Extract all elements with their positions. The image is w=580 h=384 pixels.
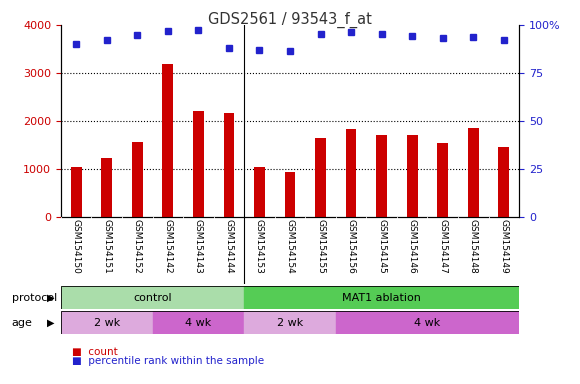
Text: 2 wk: 2 wk xyxy=(93,318,120,328)
Bar xyxy=(244,286,519,309)
Bar xyxy=(336,311,519,334)
Text: protocol: protocol xyxy=(12,293,57,303)
Text: GDS2561 / 93543_f_at: GDS2561 / 93543_f_at xyxy=(208,12,372,28)
Bar xyxy=(102,158,112,217)
Bar xyxy=(346,129,357,217)
Text: ▶: ▶ xyxy=(47,318,54,328)
Text: GSM154152: GSM154152 xyxy=(133,219,142,274)
Text: ▶: ▶ xyxy=(47,293,54,303)
Text: age: age xyxy=(12,318,32,328)
Text: GSM154142: GSM154142 xyxy=(164,219,172,274)
Text: GSM154143: GSM154143 xyxy=(194,219,203,274)
Bar xyxy=(132,142,143,217)
Bar xyxy=(244,311,336,334)
Text: GSM154153: GSM154153 xyxy=(255,219,264,274)
Text: GSM154148: GSM154148 xyxy=(469,219,478,274)
Bar xyxy=(71,167,82,217)
Bar xyxy=(193,111,204,217)
Text: 4 wk: 4 wk xyxy=(185,318,212,328)
Bar xyxy=(162,65,173,217)
Bar xyxy=(468,128,478,217)
Text: GSM154146: GSM154146 xyxy=(408,219,416,274)
Bar xyxy=(498,147,509,217)
Bar xyxy=(437,142,448,217)
Text: GSM154144: GSM154144 xyxy=(224,219,233,274)
Text: control: control xyxy=(133,293,172,303)
Text: 4 wk: 4 wk xyxy=(414,318,441,328)
Bar xyxy=(223,113,234,217)
Bar xyxy=(285,172,295,217)
Text: ■  percentile rank within the sample: ■ percentile rank within the sample xyxy=(72,356,264,366)
Bar xyxy=(61,286,244,309)
Bar xyxy=(376,136,387,217)
Text: ■  count: ■ count xyxy=(72,347,118,357)
Text: GSM154145: GSM154145 xyxy=(377,219,386,274)
Bar xyxy=(153,311,244,334)
Text: GSM154154: GSM154154 xyxy=(285,219,295,274)
Bar xyxy=(315,138,326,217)
Text: GSM154149: GSM154149 xyxy=(499,219,508,274)
Bar xyxy=(407,136,418,217)
Text: MAT1 ablation: MAT1 ablation xyxy=(342,293,421,303)
Bar xyxy=(254,167,265,217)
Text: 2 wk: 2 wk xyxy=(277,318,303,328)
Text: GSM154151: GSM154151 xyxy=(102,219,111,274)
Text: GSM154155: GSM154155 xyxy=(316,219,325,274)
Text: GSM154156: GSM154156 xyxy=(347,219,356,274)
Text: GSM154150: GSM154150 xyxy=(72,219,81,274)
Bar xyxy=(61,311,153,334)
Text: GSM154147: GSM154147 xyxy=(438,219,447,274)
